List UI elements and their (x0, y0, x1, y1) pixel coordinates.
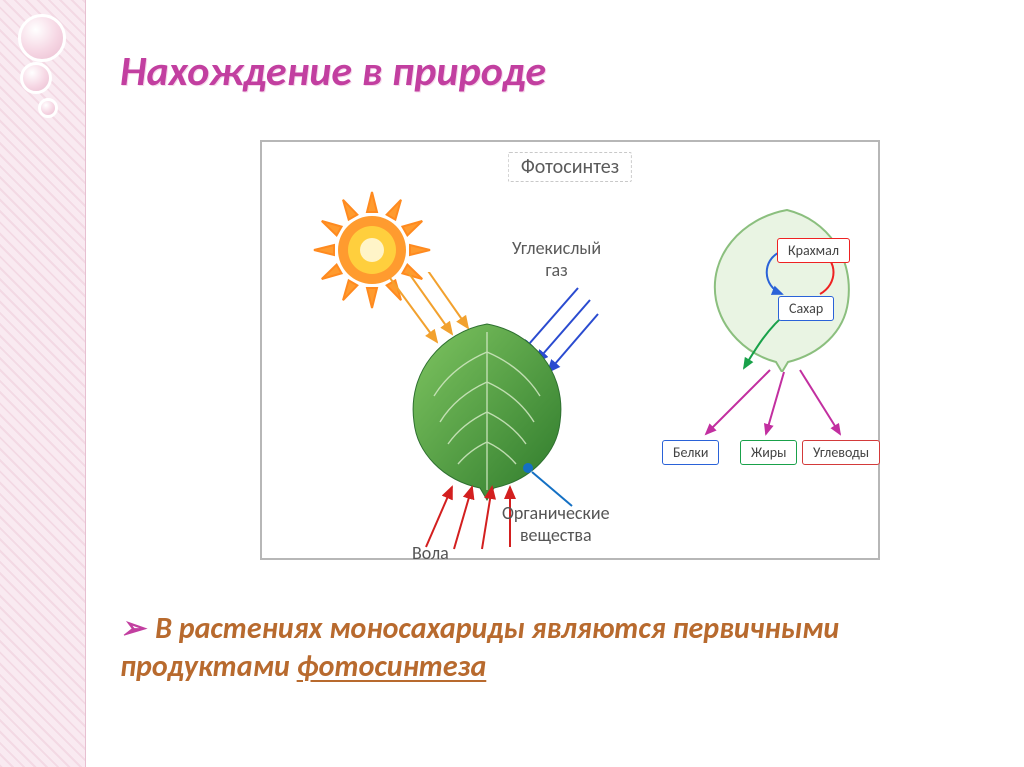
deco-circle-2 (20, 62, 52, 94)
co2-label: Углекислый газ (512, 237, 601, 281)
tag-carbs: Углеводы (802, 440, 880, 465)
co2-text-2: газ (512, 259, 601, 281)
tag-fats: Жиры (740, 440, 797, 465)
photosynthesis-link[interactable]: фотосинтеза (297, 648, 487, 685)
tag-starch: Крахмал (777, 238, 850, 263)
diagram-title: Фотосинтез (508, 152, 632, 182)
organic-label: Органические вещества (502, 502, 610, 546)
co2-text-1: Углекислый (512, 237, 601, 259)
side-strip (0, 0, 86, 767)
tag-proteins: Белки (662, 440, 719, 465)
water-label: Вола (412, 542, 449, 564)
tag-sugar: Сахар (778, 296, 834, 321)
organic-text-2: вещества (502, 524, 610, 546)
slide-title: Нахождение в природе (120, 46, 546, 97)
bullet-icon: ➢ (120, 610, 145, 647)
deco-circle-1 (18, 14, 66, 62)
photosynthesis-diagram: Фотосинтез (260, 140, 880, 560)
body-text: ➢В растениях моносахариды являются перви… (120, 610, 940, 685)
deco-circle-3 (38, 98, 58, 118)
organic-text-1: Органические (502, 502, 610, 524)
